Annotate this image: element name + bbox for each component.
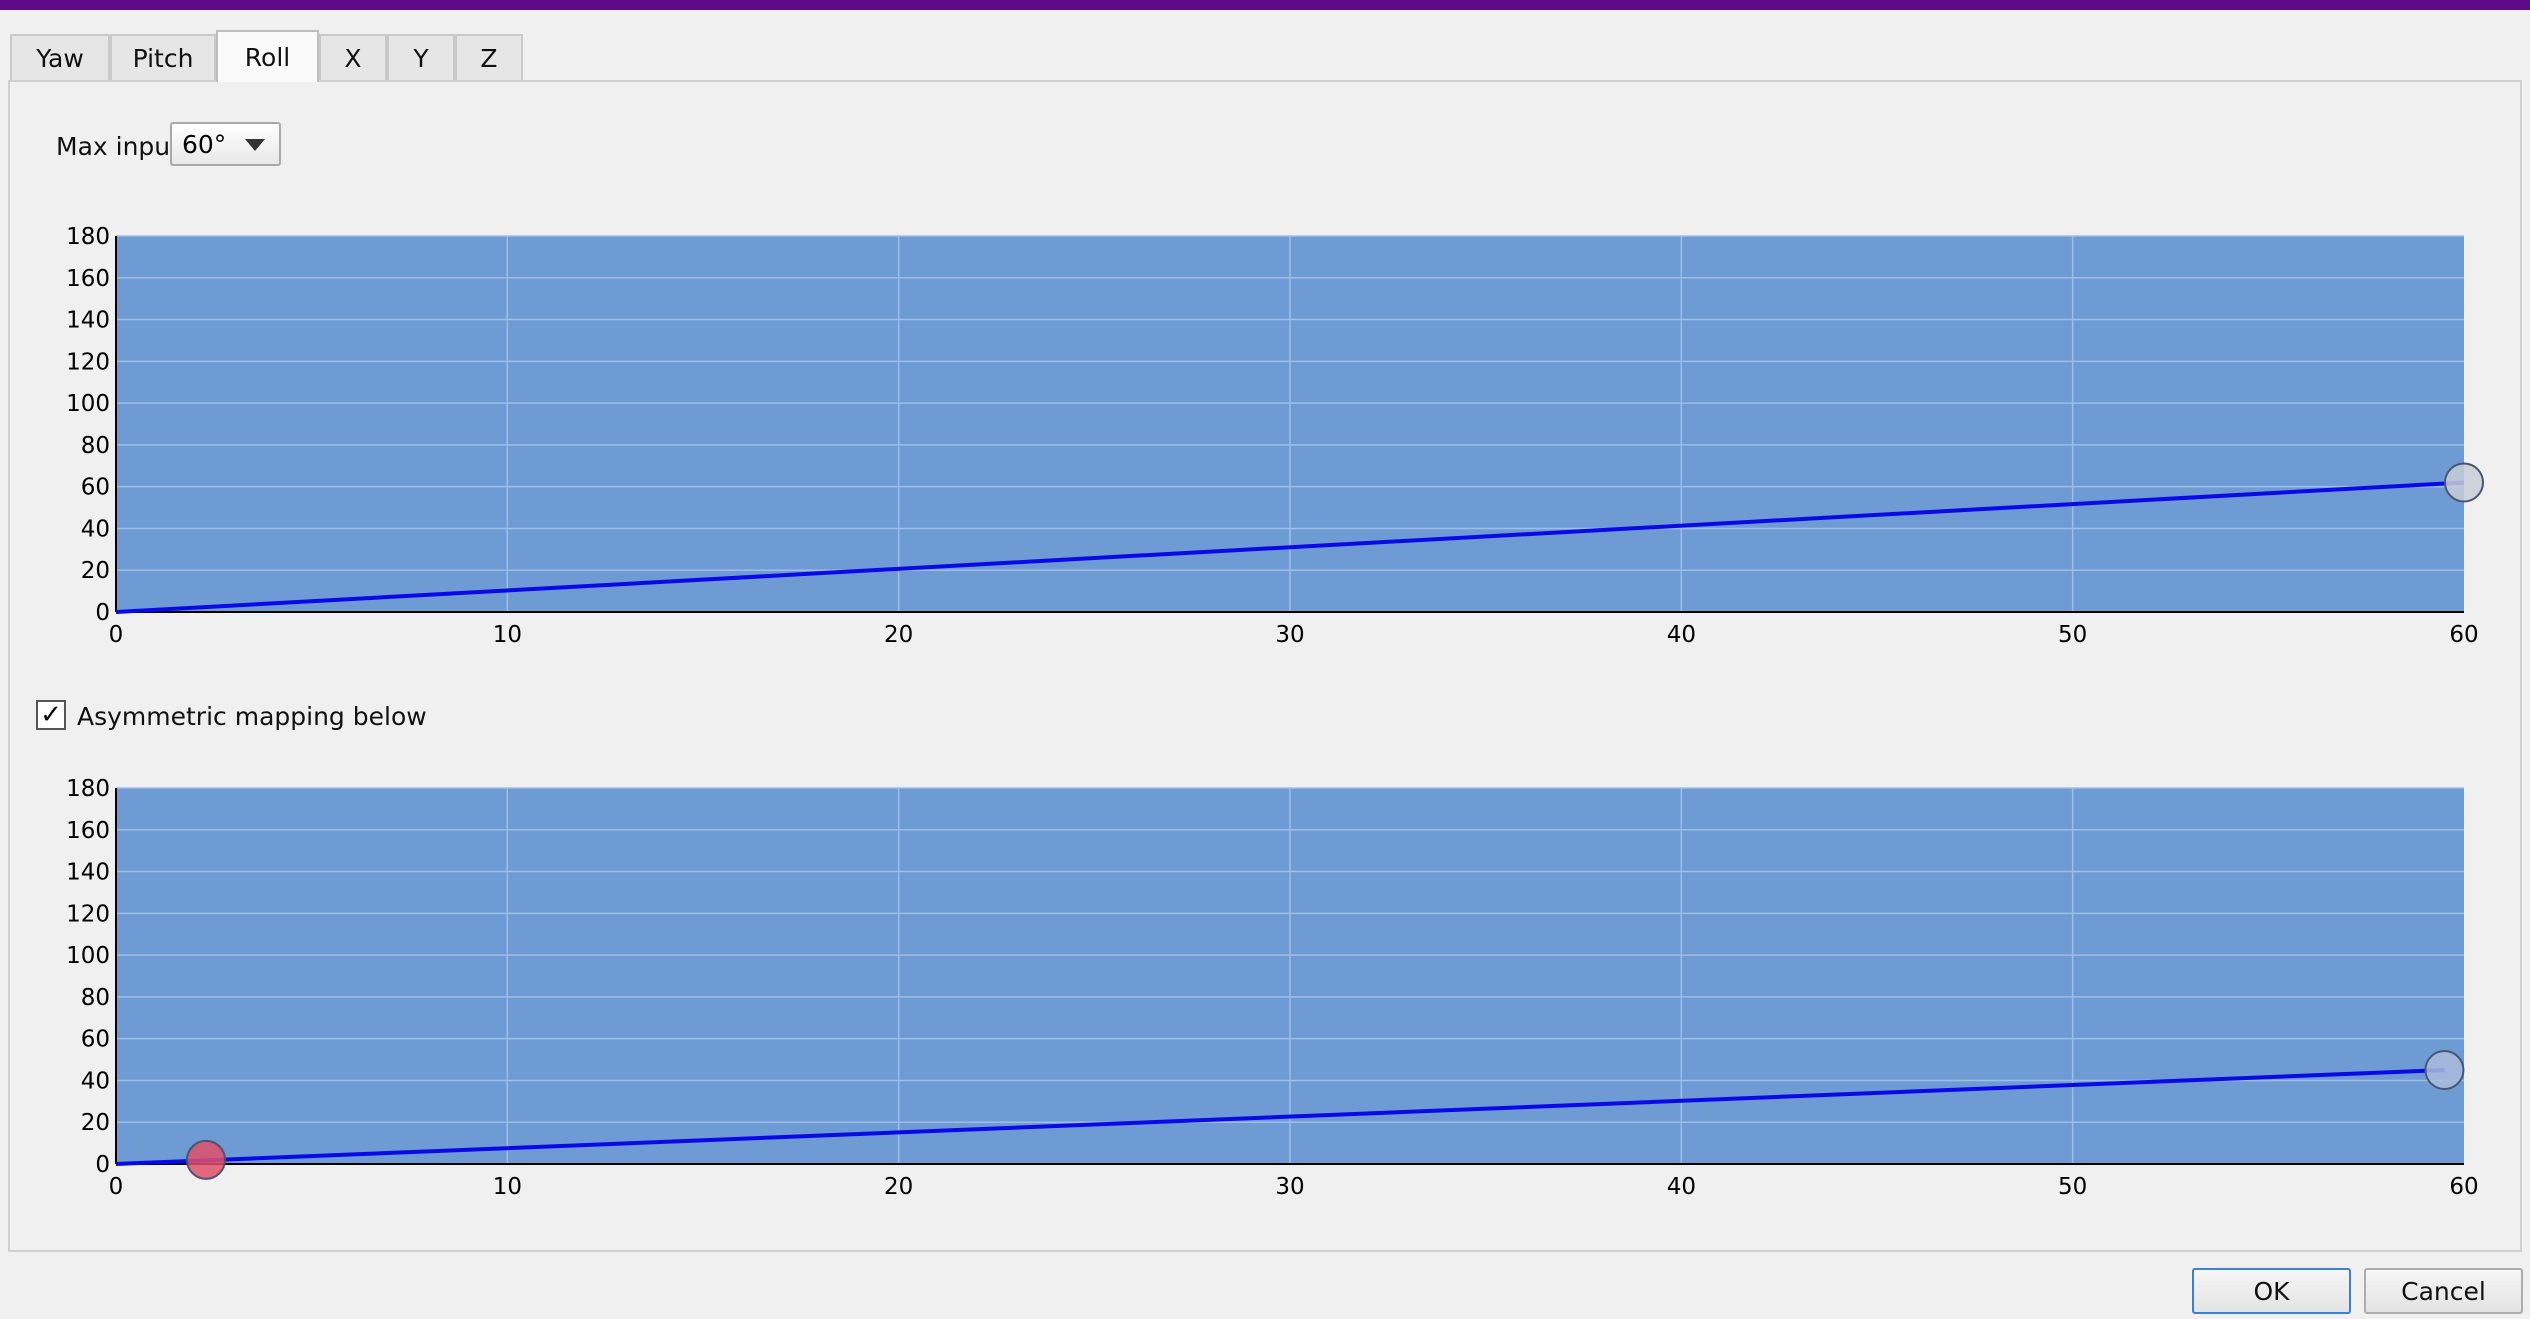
y-tick-label: 80 — [81, 433, 110, 459]
cancel-button[interactable]: Cancel — [2364, 1268, 2523, 1314]
y-tick-label: 120 — [66, 901, 110, 927]
y-tick-label: 180 — [66, 776, 110, 802]
y-tick-label: 100 — [66, 391, 110, 417]
y-tick-label: 0 — [95, 600, 110, 626]
x-tick-label: 10 — [493, 1174, 522, 1200]
y-tick-label: 160 — [66, 266, 110, 292]
y-tick-label: 120 — [66, 349, 110, 375]
y-tick-label: 20 — [81, 558, 110, 584]
chevron-down-icon — [245, 139, 265, 151]
y-tick-label: 100 — [66, 943, 110, 969]
x-tick-label: 30 — [1275, 1174, 1304, 1200]
tab-label: Pitch — [132, 43, 194, 73]
curve-control-point[interactable] — [2444, 462, 2484, 503]
x-tick-label: 40 — [1667, 622, 1696, 648]
x-tick-label: 60 — [2449, 622, 2478, 648]
asymmetric-mapping-label: Asymmetric mapping below — [77, 702, 427, 731]
y-tick-label: 40 — [81, 1068, 110, 1094]
x-tick-label: 40 — [1667, 1174, 1696, 1200]
x-tick-label: 20 — [884, 622, 913, 648]
x-tick-label: 0 — [109, 1174, 124, 1200]
ok-button-label: OK — [2253, 1276, 2290, 1306]
y-tick-label: 160 — [66, 818, 110, 844]
curve-control-point[interactable] — [186, 1139, 227, 1180]
max-input-label: Max input — [56, 132, 180, 161]
tab-label: Z — [480, 43, 498, 73]
title-bar-strip — [0, 0, 2530, 10]
y-tick-label: 0 — [95, 1152, 110, 1178]
x-tick-label: 10 — [493, 622, 522, 648]
tab-yaw[interactable]: Yaw — [10, 34, 110, 80]
y-tick-label: 40 — [81, 516, 110, 542]
check-icon: ✓ — [40, 700, 62, 730]
tab-label: Yaw — [36, 43, 84, 73]
y-tick-label: 140 — [66, 308, 110, 334]
max-input-value: 60° — [182, 129, 227, 159]
x-tick-label: 60 — [2449, 1174, 2478, 1200]
cancel-button-label: Cancel — [2401, 1276, 2486, 1306]
x-tick-label: 50 — [2058, 622, 2087, 648]
ok-button[interactable]: OK — [2192, 1268, 2351, 1314]
mapping-curve — [115, 1068, 2445, 1166]
tab-pitch[interactable]: Pitch — [110, 34, 216, 80]
tab-y[interactable]: Y — [387, 34, 455, 80]
x-tick-label: 30 — [1275, 622, 1304, 648]
lower-mapping-chart[interactable]: 0 20 40 60 80 100 120 140 160 180 0 10 20 30 40 50 60 — [0, 776, 2530, 1202]
tab-label: Y — [413, 43, 429, 73]
tab-z[interactable]: Z — [455, 34, 523, 80]
x-tick-label: 0 — [109, 622, 124, 648]
y-tick-label: 180 — [66, 224, 110, 250]
x-tick-label: 20 — [884, 1174, 913, 1200]
y-tick-label: 60 — [81, 475, 110, 501]
y-tick-label: 60 — [81, 1027, 110, 1053]
tab-label: Roll — [244, 42, 291, 72]
upper-mapping-chart[interactable]: 0 20 40 60 80 100 120 140 160 180 0 10 20 30 40 50 60 — [0, 224, 2530, 650]
x-tick-label: 50 — [2058, 1174, 2087, 1200]
y-tick-label: 20 — [81, 1110, 110, 1136]
max-input-dropdown[interactable]: 60° — [170, 122, 281, 166]
tab-roll[interactable]: Roll — [216, 30, 319, 82]
y-tick-label: 140 — [66, 860, 110, 886]
curve-control-point[interactable] — [2424, 1050, 2465, 1090]
tab-label: X — [344, 43, 362, 73]
y-tick-label: 80 — [81, 985, 110, 1011]
mapping-curve — [115, 480, 2465, 614]
asymmetric-mapping-checkbox[interactable]: ✓ — [36, 700, 66, 730]
tab-x[interactable]: X — [319, 34, 387, 80]
